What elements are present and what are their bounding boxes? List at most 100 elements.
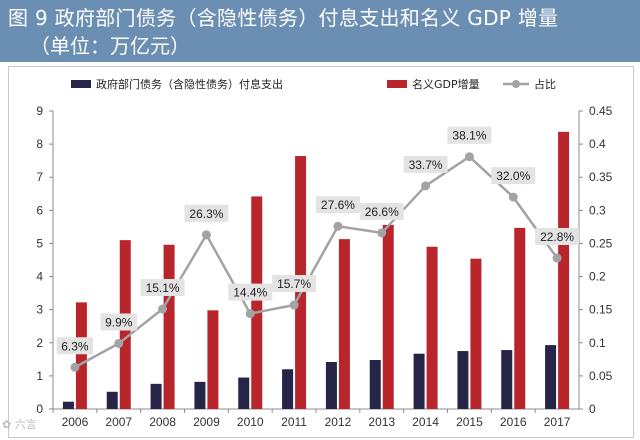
ratio-label-2013: 26.6%: [365, 205, 399, 219]
legend-swatch-gdp: [387, 80, 407, 88]
bar-gdp-2008: [163, 244, 175, 409]
legend-swatch-interest: [71, 80, 91, 88]
ratio-point-2010: [245, 309, 255, 319]
bar-interest-2014: [413, 353, 425, 409]
x-tick-label: 2006: [62, 415, 89, 429]
y-right-tick-label: 0.35: [589, 170, 613, 184]
bar-interest-2009: [194, 381, 206, 409]
x-tick-label: 2016: [500, 415, 527, 429]
bar-interest-2007: [106, 391, 118, 409]
bar-interest-2008: [150, 383, 162, 409]
bar-interest-2010: [238, 377, 250, 409]
ratio-point-2006: [70, 362, 80, 372]
ratio-label-2011: 15.7%: [277, 277, 311, 291]
ratio-label-2007: 9.9%: [105, 315, 133, 329]
bar-gdp-2014: [426, 246, 438, 409]
x-tick-label: 2015: [456, 415, 483, 429]
ratio-label-2017: 22.8%: [540, 230, 574, 244]
ratio-label-bg: [447, 126, 492, 144]
ratio-label-2015: 38.1%: [452, 129, 486, 143]
y-left-tick-label: 5: [36, 236, 43, 250]
ratio-label-2009: 26.3%: [189, 207, 223, 221]
ratio-label-bg: [535, 228, 580, 246]
ratio-line: [74, 155, 559, 369]
x-tick-label: 2013: [368, 415, 395, 429]
bar-interest-2016: [501, 350, 513, 409]
y-right-tick-label: 0.25: [589, 236, 613, 250]
ratio-label-bg: [56, 337, 94, 355]
legend-label-ratio: 占比: [534, 77, 556, 91]
y-right-tick-label: 0.15: [589, 303, 613, 317]
ratio-label-bg: [315, 196, 360, 214]
bar-interest-2011: [282, 369, 294, 409]
ratio-point-2013: [377, 228, 387, 238]
bar-interest-2006: [62, 401, 74, 409]
y-left-tick-label: 1: [36, 369, 43, 383]
ratio-point-2016: [508, 192, 518, 202]
y-left-tick-label: 9: [36, 104, 43, 118]
y-left-tick-label: 4: [36, 270, 43, 284]
y-right-tick-label: 0.2: [589, 270, 606, 284]
bar-interest-2012: [325, 361, 337, 409]
y-left-tick-label: 2: [36, 336, 43, 350]
ratio-label-bg: [140, 279, 185, 297]
y-left-tick-label: 0: [36, 402, 43, 416]
bar-interest-2017: [545, 345, 557, 409]
ratio-label-bg: [272, 275, 317, 293]
ratio-point-2014: [421, 181, 431, 191]
ratio-label-bg: [359, 202, 404, 220]
y-left-tick-label: 3: [36, 303, 43, 317]
y-right-tick-label: 0.3: [589, 203, 606, 217]
ratio-point-2008: [158, 304, 168, 314]
legend-label-interest: 政府部门债务（含隐性债务）付息支出: [96, 77, 283, 91]
ratio-label-bg: [491, 167, 536, 185]
x-tick-label: 2008: [149, 415, 176, 429]
y-left-tick-label: 8: [36, 137, 43, 151]
y-right-tick-label: 0.4: [589, 137, 606, 151]
bar-interest-2013: [369, 359, 381, 409]
watermark: ✿ 六言: [2, 418, 37, 431]
ratio-label-2010: 14.4%: [233, 286, 267, 300]
chart-area: 0 1 2 3 4 5 6 7 8 9 0 0.05 0.1 0.15 0.2 0.25 0.3 0.35 0.4 0…: [8, 66, 634, 438]
y-right-tick-label: 0: [589, 402, 596, 416]
y-right-tick-label: 0.1: [589, 336, 606, 350]
x-tick-label: 2009: [193, 415, 220, 429]
ratio-label-2006: 6.3%: [61, 339, 89, 353]
ratio-label-2016: 32.0%: [496, 169, 530, 183]
y-left-tick-label: 7: [36, 170, 43, 184]
chart-svg: 0 1 2 3 4 5 6 7 8 9 0 0.05 0.1 0.15 0.2 0.25 0.3 0.35 0.4 0…: [36, 77, 613, 429]
ratio-point-2009: [201, 230, 211, 240]
bar-gdp-2015: [470, 258, 482, 409]
bar-interest-2015: [457, 351, 469, 409]
x-tick-label: 2010: [237, 415, 264, 429]
ratio-point-2007: [114, 338, 124, 348]
ratio-label-bg: [228, 283, 273, 301]
ratio-label-bg: [100, 313, 137, 331]
bar-gdp-2017: [558, 131, 570, 410]
bar-gdp-2016: [514, 227, 526, 409]
legend-swatch-ratio-marker: [512, 80, 520, 88]
x-tick-label: 2012: [325, 415, 352, 429]
bar-gdp-2013: [382, 224, 394, 409]
x-tick-label: 2007: [105, 415, 132, 429]
title-bar: 图 9 政府部门债务（含隐性债务）付息支出和名义 GDP 增量 （单位：万亿元）: [0, 0, 640, 62]
ratio-label-2012: 27.6%: [321, 198, 355, 212]
ratio-label-2014: 33.7%: [409, 158, 443, 172]
ratio-label-bg: [403, 155, 448, 173]
x-tick-label: 2014: [412, 415, 439, 429]
x-tick-label: 2017: [544, 415, 571, 429]
chart-title: 图 9 政府部门债务（含隐性债务）付息支出和名义 GDP 增量: [8, 6, 559, 30]
ratio-point-2011: [289, 300, 299, 310]
ratio-label-bg: [184, 204, 229, 222]
bar-gdp-2010: [251, 196, 263, 409]
ratio-point-2012: [333, 221, 343, 231]
bar-gdp-2006: [75, 302, 87, 409]
ratio-label-2008: 15.1%: [146, 281, 180, 295]
y-right-tick-label: 0.45: [589, 104, 613, 118]
x-tick-label: 2011: [281, 415, 307, 429]
ratio-point-2017: [552, 253, 562, 263]
bar-gdp-2012: [338, 239, 350, 409]
ratio-point-2015: [464, 152, 474, 162]
y-left-tick-label: 6: [36, 203, 43, 217]
